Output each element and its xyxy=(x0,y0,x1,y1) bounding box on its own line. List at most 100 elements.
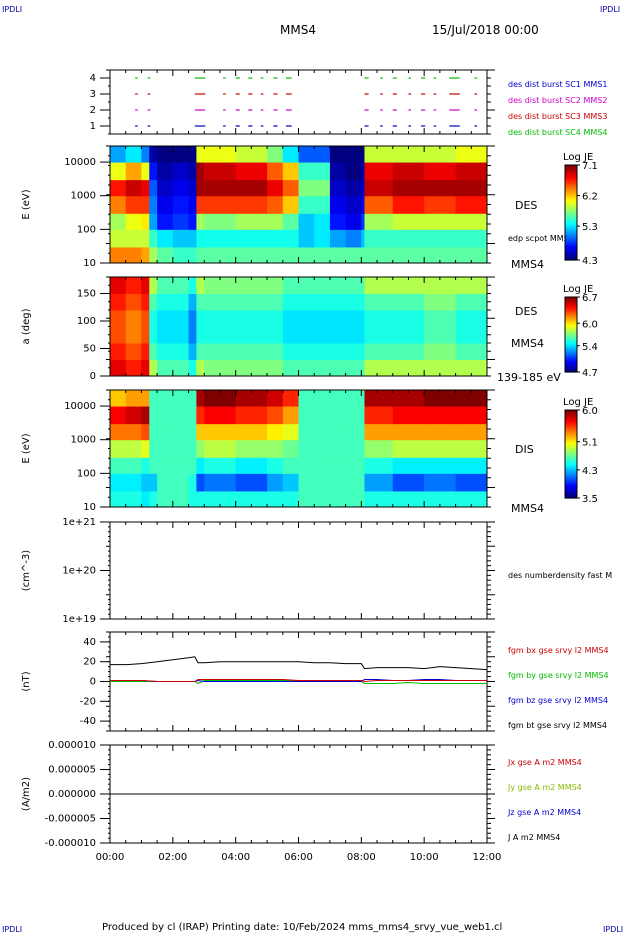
spectrogram-cell xyxy=(172,490,190,508)
colorbar-cell xyxy=(565,238,577,242)
spectrogram-cell xyxy=(157,277,174,294)
legend-entry: Jx gse A m2 MMS4 xyxy=(507,758,582,767)
spectrogram-cell xyxy=(172,457,190,474)
y-tick-label: 0.000005 xyxy=(48,765,96,776)
colorbar-tick-label: 6.0 xyxy=(582,406,598,417)
spectrogram-cell xyxy=(267,179,284,197)
x-tick-label: 04:00 xyxy=(221,852,250,863)
spectrogram-cell xyxy=(364,390,394,407)
spectrogram-cell xyxy=(314,146,331,163)
spectrogram-cell xyxy=(125,439,142,458)
spectrogram-cell xyxy=(157,326,174,344)
colorbar-cell xyxy=(565,229,577,233)
colorbar-cell xyxy=(565,165,577,168)
spectrogram-cell xyxy=(204,246,237,264)
spectrogram-cell xyxy=(329,162,347,181)
spectrogram-cell xyxy=(455,162,488,181)
spectrogram-cell xyxy=(149,310,158,327)
spectrogram-cell xyxy=(267,310,284,327)
spectrogram-cell xyxy=(282,195,299,214)
spectrogram-cell xyxy=(314,229,331,248)
spectrogram-cell xyxy=(329,423,347,441)
spectrogram-cell xyxy=(172,406,190,425)
spectrogram-cell xyxy=(125,390,142,407)
colorbar-cell xyxy=(565,241,577,244)
spectrogram-cell xyxy=(235,179,268,197)
spectrogram-cell xyxy=(424,457,457,474)
spectrogram-cell xyxy=(345,246,362,264)
spectrogram-cell xyxy=(235,490,268,508)
spectrogram-cell xyxy=(298,390,315,407)
spectrogram-cell xyxy=(172,310,190,327)
y-tick-label: 150 xyxy=(77,289,96,300)
colorbar-cell xyxy=(565,412,577,415)
colorbar-cell xyxy=(565,364,577,367)
colorbar-cell xyxy=(565,174,577,178)
legend-entry: fgm by gse srvy l2 MMS4 xyxy=(508,671,609,680)
colorbar-cell xyxy=(565,368,577,371)
spectrogram-cell xyxy=(314,195,331,214)
spectrogram-cell xyxy=(235,473,268,492)
spectrogram-cell xyxy=(361,343,365,360)
y-tick-label: 10000 xyxy=(64,401,96,412)
colorbar-cell xyxy=(565,451,577,455)
spectrogram-cell xyxy=(282,473,299,492)
colorbar-cell xyxy=(565,360,577,364)
spectrogram-cell xyxy=(157,310,174,327)
spectrogram-cell xyxy=(329,439,347,458)
spectrogram-cell xyxy=(141,457,150,474)
spectrogram-cell xyxy=(282,213,299,230)
spectrogram-cell xyxy=(235,229,268,248)
spectrogram-cell xyxy=(141,359,150,377)
spectrogram-cell xyxy=(345,390,362,407)
y-tick-label: 50 xyxy=(83,344,96,355)
spectrogram-cell xyxy=(364,457,394,474)
spectrogram-cell xyxy=(282,277,299,294)
colorbar-cell xyxy=(565,179,577,183)
spectrogram-cell xyxy=(424,359,457,377)
spectrogram-cell xyxy=(364,246,394,264)
spectrogram-cell xyxy=(110,457,127,474)
colorbar-cell xyxy=(565,167,577,171)
legend-entry: fgm bz gse srvy l2 MMS4 xyxy=(508,696,608,705)
spectrogram-cell xyxy=(282,246,299,264)
spectrogram-cell xyxy=(141,439,150,458)
spectrogram-cell xyxy=(455,439,488,458)
spectrogram-cell xyxy=(267,423,284,441)
spectrogram-cell xyxy=(141,310,150,327)
y-axis-label: (A/m2) xyxy=(21,777,32,811)
spectrogram-cell xyxy=(172,359,190,377)
spectrogram-cell xyxy=(172,229,190,248)
spectrogram-cell xyxy=(392,490,425,508)
spectrogram-cell xyxy=(125,246,142,264)
spectrogram-cell xyxy=(149,457,158,474)
colorbar-cell xyxy=(565,169,577,173)
spectrogram-cell xyxy=(141,343,150,360)
spectrogram-cell xyxy=(196,213,205,230)
spectrogram-cell xyxy=(196,146,205,163)
spectrogram-cell xyxy=(204,343,237,360)
spectrogram-cell xyxy=(267,490,284,508)
spectrogram-cell xyxy=(314,359,331,377)
spectrogram-cell xyxy=(110,473,127,492)
spectrogram-cell xyxy=(392,310,425,327)
colorbar-cell xyxy=(565,334,577,337)
colorbar-tick-label: 7.1 xyxy=(582,161,598,172)
spectrogram-cell xyxy=(424,277,457,294)
spectrogram-cell xyxy=(188,293,197,311)
spectrogram-cell xyxy=(424,390,457,407)
colorbar-cell xyxy=(565,487,577,490)
spectrogram-cell xyxy=(345,277,362,294)
spectrogram-cell xyxy=(235,406,268,425)
spectrogram-cell xyxy=(172,246,190,264)
spectrogram-cell xyxy=(125,229,142,248)
colorbar-tick-label: 6.2 xyxy=(582,192,598,203)
spectrogram-cell xyxy=(392,390,425,407)
colorbar-cell xyxy=(565,418,577,422)
colorbar-cell xyxy=(565,482,577,486)
spectrogram-cell xyxy=(282,162,299,181)
spectrogram-cell xyxy=(345,406,362,425)
spectrogram-cell xyxy=(314,343,331,360)
colorbar-cell xyxy=(565,338,577,341)
spectrogram-cell xyxy=(314,293,331,311)
